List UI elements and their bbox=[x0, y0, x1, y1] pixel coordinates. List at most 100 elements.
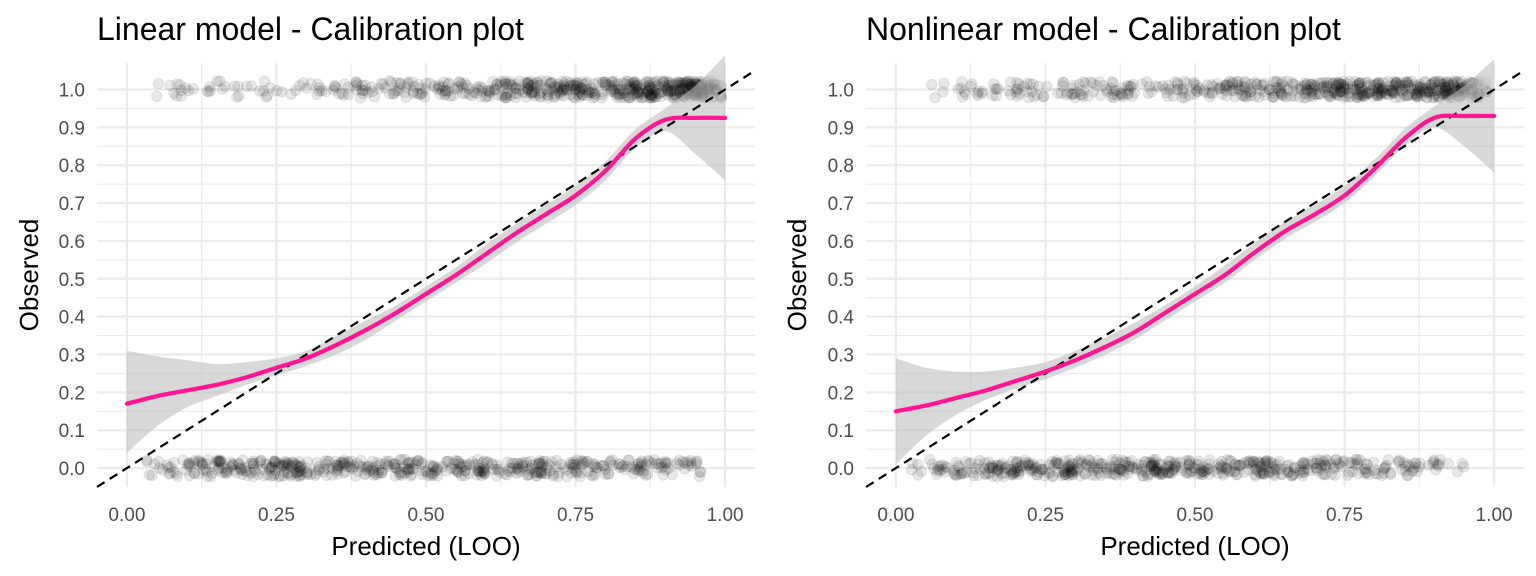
data-point bbox=[189, 467, 201, 480]
data-point bbox=[374, 458, 386, 471]
data-point bbox=[280, 459, 293, 471]
data-point bbox=[513, 466, 525, 478]
data-point bbox=[1411, 82, 1424, 94]
data-point bbox=[565, 88, 577, 101]
data-point bbox=[193, 454, 205, 466]
data-point bbox=[983, 462, 996, 474]
data-point bbox=[588, 78, 600, 90]
data-point bbox=[604, 456, 616, 469]
data-point bbox=[558, 461, 570, 474]
data-point bbox=[373, 464, 385, 476]
data-point bbox=[603, 79, 615, 91]
data-point bbox=[681, 456, 693, 468]
data-point bbox=[412, 78, 425, 91]
data-point bbox=[591, 462, 603, 474]
data-point bbox=[644, 88, 657, 101]
data-point bbox=[233, 90, 245, 102]
data-point bbox=[1372, 82, 1384, 94]
data-point bbox=[624, 81, 636, 93]
y-tick-label: 0.9 bbox=[59, 118, 85, 139]
data-point bbox=[470, 87, 482, 100]
data-point bbox=[438, 76, 450, 88]
data-point bbox=[912, 458, 924, 471]
data-point bbox=[565, 79, 577, 91]
data-point bbox=[531, 76, 544, 89]
data-point bbox=[351, 84, 363, 96]
data-point bbox=[170, 90, 183, 102]
data-point bbox=[659, 457, 671, 469]
data-point bbox=[524, 455, 537, 467]
data-point bbox=[1190, 79, 1202, 91]
data-point bbox=[499, 77, 512, 89]
data-point bbox=[459, 469, 471, 482]
data-point bbox=[667, 89, 679, 101]
data-point bbox=[379, 457, 391, 470]
data-point bbox=[600, 79, 612, 92]
x-tick-label: 1.00 bbox=[707, 505, 744, 526]
data-point bbox=[1375, 87, 1388, 99]
data-point bbox=[1347, 80, 1360, 93]
data-point bbox=[511, 467, 523, 479]
data-point bbox=[937, 86, 949, 98]
data-point bbox=[510, 457, 523, 469]
data-point bbox=[1161, 90, 1174, 103]
data-point bbox=[647, 91, 659, 104]
data-point bbox=[264, 82, 276, 94]
data-point bbox=[634, 464, 646, 476]
data-point bbox=[245, 467, 258, 479]
y-tick-label: 0.8 bbox=[59, 156, 85, 177]
data-point bbox=[611, 89, 624, 101]
data-point bbox=[425, 469, 437, 482]
data-point bbox=[196, 458, 208, 470]
data-point bbox=[556, 75, 569, 88]
data-point bbox=[534, 465, 546, 477]
data-point bbox=[453, 76, 465, 88]
data-point bbox=[587, 92, 599, 104]
data-point bbox=[487, 459, 499, 471]
data-point bbox=[451, 465, 463, 477]
data-point bbox=[376, 467, 388, 479]
data-point bbox=[323, 455, 335, 467]
data-point bbox=[1419, 76, 1431, 89]
data-point bbox=[533, 457, 546, 469]
data-point bbox=[349, 470, 362, 482]
data-point bbox=[629, 463, 641, 475]
data-point bbox=[502, 78, 514, 90]
data-point bbox=[642, 454, 654, 467]
data-point bbox=[294, 465, 306, 477]
data-point bbox=[1411, 87, 1423, 99]
data-point bbox=[273, 460, 285, 472]
reference-diagonal-line bbox=[96, 69, 756, 488]
data-point bbox=[233, 457, 245, 470]
data-point bbox=[269, 455, 281, 467]
data-point bbox=[394, 77, 407, 90]
data-point bbox=[1322, 81, 1334, 93]
data-point bbox=[281, 457, 293, 469]
data-point bbox=[194, 456, 207, 468]
data-point bbox=[197, 464, 209, 476]
data-point bbox=[545, 77, 557, 90]
data-point bbox=[520, 91, 532, 103]
data-point bbox=[1270, 81, 1283, 94]
data-point bbox=[447, 89, 459, 102]
data-point bbox=[521, 77, 533, 89]
data-point bbox=[1239, 90, 1252, 102]
data-point bbox=[1079, 77, 1092, 89]
data-point bbox=[448, 463, 460, 475]
data-point bbox=[407, 85, 419, 98]
data-point bbox=[425, 459, 437, 471]
data-point bbox=[1319, 459, 1332, 471]
data-point bbox=[517, 86, 530, 98]
data-point bbox=[1011, 83, 1023, 96]
data-point bbox=[293, 80, 306, 92]
data-point bbox=[290, 84, 302, 97]
data-point bbox=[207, 460, 219, 473]
data-point bbox=[1423, 85, 1435, 97]
data-point bbox=[641, 85, 653, 98]
data-point bbox=[1388, 79, 1400, 92]
data-point bbox=[557, 83, 570, 95]
data-point bbox=[1447, 76, 1460, 89]
data-point bbox=[478, 461, 490, 474]
data-point bbox=[621, 460, 633, 472]
data-point bbox=[632, 85, 644, 98]
